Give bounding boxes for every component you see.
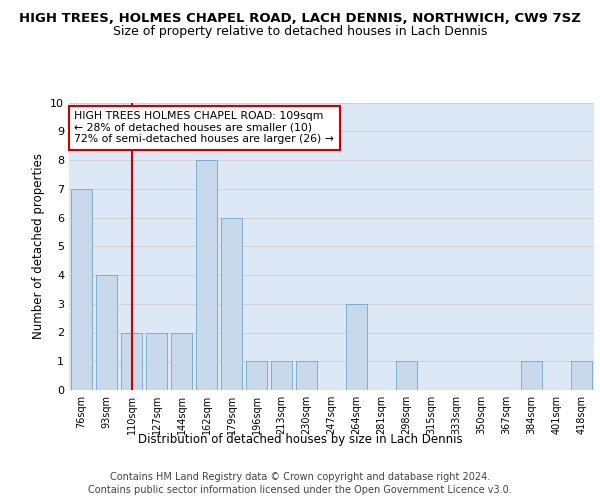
Text: HIGH TREES, HOLMES CHAPEL ROAD, LACH DENNIS, NORTHWICH, CW9 7SZ: HIGH TREES, HOLMES CHAPEL ROAD, LACH DEN…	[19, 12, 581, 26]
Bar	[196, 160, 217, 390]
Bar	[521, 361, 542, 390]
Text: Distribution of detached houses by size in Lach Dennis: Distribution of detached houses by size …	[137, 432, 463, 446]
Bar	[346, 304, 367, 390]
Bar	[96, 275, 117, 390]
Text: Contains public sector information licensed under the Open Government Licence v3: Contains public sector information licen…	[88, 485, 512, 495]
Bar	[271, 361, 292, 390]
Text: HIGH TREES HOLMES CHAPEL ROAD: 109sqm
← 28% of detached houses are smaller (10)
: HIGH TREES HOLMES CHAPEL ROAD: 109sqm ← …	[74, 111, 334, 144]
Bar	[246, 361, 267, 390]
Y-axis label: Number of detached properties: Number of detached properties	[32, 153, 44, 340]
Bar	[396, 361, 417, 390]
Bar	[571, 361, 592, 390]
Bar	[296, 361, 317, 390]
Text: Contains HM Land Registry data © Crown copyright and database right 2024.: Contains HM Land Registry data © Crown c…	[110, 472, 490, 482]
Bar	[221, 218, 242, 390]
Text: Size of property relative to detached houses in Lach Dennis: Size of property relative to detached ho…	[113, 25, 487, 38]
Bar	[171, 332, 192, 390]
Bar	[146, 332, 167, 390]
Bar	[71, 188, 92, 390]
Bar	[121, 332, 142, 390]
